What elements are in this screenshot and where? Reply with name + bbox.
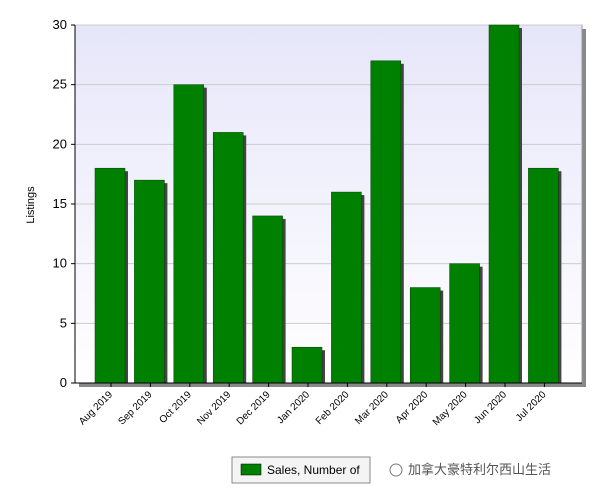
bar	[94, 167, 126, 384]
bar	[370, 60, 402, 384]
y-tick-label: 5	[60, 315, 67, 330]
x-tick-label: Jul 2020	[514, 389, 549, 424]
bar	[331, 191, 362, 384]
x-tick-label: Aug 2019	[77, 389, 115, 427]
bar	[449, 263, 480, 384]
x-tick-label: May 2020	[431, 389, 470, 428]
y-tick-label: 15	[53, 196, 67, 211]
x-tick-label: Nov 2019	[195, 389, 233, 427]
y-tick-label: 30	[53, 17, 67, 32]
bar	[488, 24, 520, 384]
bar	[134, 179, 165, 384]
watermark-icon	[389, 463, 403, 477]
y-tick-label: 10	[53, 256, 67, 271]
bar	[409, 287, 441, 384]
bar	[173, 84, 205, 384]
bar	[252, 215, 283, 384]
x-tick-label: Oct 2019	[157, 389, 194, 426]
x-tick-label: Jun 2020	[472, 389, 509, 426]
y-tick-label: 25	[53, 77, 67, 92]
legend-swatch	[240, 463, 262, 476]
bars	[94, 24, 562, 384]
x-tick-label: Apr 2020	[394, 389, 431, 426]
bar	[212, 132, 244, 384]
watermark: 加拿大豪特利尔西山生活	[408, 462, 551, 477]
y-axis-title: Listings	[25, 186, 37, 224]
x-tick-label: Feb 2020	[314, 389, 352, 427]
x-tick-label: Jan 2020	[275, 389, 312, 426]
y-tick-label: 0	[60, 375, 67, 390]
x-tick-label: Sep 2019	[116, 389, 154, 427]
x-tick-label: Mar 2020	[353, 389, 391, 427]
y-tick-label: 20	[53, 136, 67, 151]
bar	[291, 346, 323, 384]
x-tick-label: Dec 2019	[235, 389, 273, 427]
legend-label: Sales, Number of	[267, 463, 360, 477]
bar	[528, 167, 559, 384]
